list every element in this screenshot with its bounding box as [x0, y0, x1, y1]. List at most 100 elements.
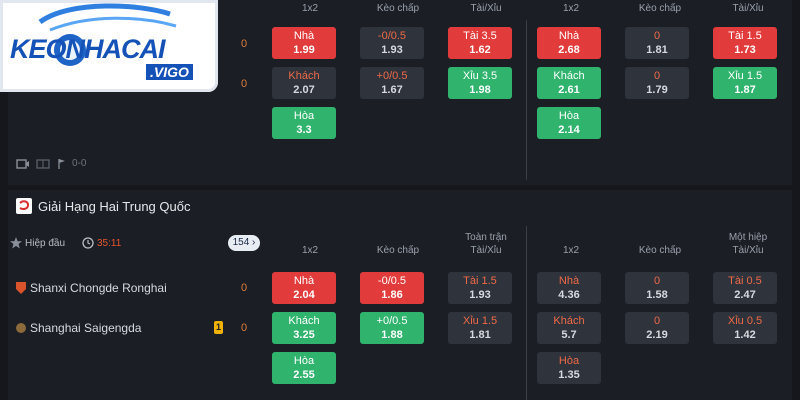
star-icon[interactable] — [10, 237, 22, 249]
league-panel: Giải Hạng Hai Trung Quốc Hiệp đầu 35:11 … — [8, 190, 792, 400]
odds-value: 1.93 — [469, 289, 491, 301]
odds-over-ht[interactable]: Tài 1.5 1.73 — [713, 27, 777, 59]
match-panel-top: 1x2 Kèo chấp Tài/Xỉu 1x2 Kèo chấp Tài/Xỉ… — [8, 0, 792, 185]
away-score: 0 — [241, 322, 248, 334]
odds-value: 2.61 — [558, 84, 580, 96]
odds-handicap-home-ht[interactable]: 0 1.81 — [625, 27, 689, 59]
odds-label: Tài 1.5 — [463, 275, 497, 287]
odds-away-ft[interactable]: Khách 2.07 — [272, 67, 336, 99]
odds-label: -0/0.5 — [377, 30, 407, 42]
odds-handicap-away-ht[interactable]: 0 1.79 — [625, 67, 689, 99]
col-header-handicap: Kèo chấp — [376, 245, 420, 256]
odds-label: Hòa — [293, 355, 315, 367]
odds-label: Khách — [288, 70, 320, 82]
logo-text: KEONHACAI — [10, 34, 166, 64]
odds-label: 0 — [653, 70, 661, 82]
home-team-name[interactable]: Shanxi Chongde Ronghai — [30, 281, 167, 295]
odds-value: 1.62 — [469, 44, 491, 56]
odds-home-ft[interactable]: Nhà 1.99 — [272, 27, 336, 59]
odds-under-ht[interactable]: Xỉu 1.5 1.87 — [713, 67, 777, 99]
odds-label: Nhà — [293, 30, 315, 42]
odds-away-ht[interactable]: Khách 5.7 — [537, 312, 601, 344]
odds-over-ht[interactable]: Tài 0.5 2.47 — [713, 272, 777, 304]
away-team-crest-icon — [16, 323, 26, 333]
odds-away-ft[interactable]: Khách 3.25 — [272, 312, 336, 344]
odds-value: 1.93 — [381, 44, 403, 56]
odds-away-ht[interactable]: Khách 2.61 — [537, 67, 601, 99]
odds-handicap-home-ht[interactable]: 0 1.58 — [625, 272, 689, 304]
odds-label: +0/0.5 — [376, 70, 408, 82]
odds-home-ht[interactable]: Nhà 4.36 — [537, 272, 601, 304]
odds-draw-ft[interactable]: Hòa 2.55 — [272, 352, 336, 384]
odds-draw-ht[interactable]: Hòa 2.14 — [537, 107, 601, 139]
odds-label: 0 — [653, 315, 661, 327]
odds-value: 1.58 — [646, 289, 668, 301]
odds-handicap-away-ft[interactable]: +0/0.5 1.67 — [360, 67, 424, 99]
odds-label: Hòa — [558, 355, 580, 367]
odds-value: 1.87 — [734, 84, 756, 96]
col-header-1x2-half: 1x2 — [562, 245, 580, 256]
odds-handicap-home-ft[interactable]: -0/0.5 1.93 — [360, 27, 424, 59]
odds-home-ht[interactable]: Nhà 2.68 — [537, 27, 601, 59]
col-header-1x2-half: 1x2 — [562, 3, 580, 14]
league-name[interactable]: Giải Hạng Hai Trung Quốc — [38, 199, 191, 214]
odds-label: Hòa — [558, 110, 580, 122]
odds-draw-ft[interactable]: Hòa 3.3 — [272, 107, 336, 139]
odds-home-ft[interactable]: Nhà 2.04 — [272, 272, 336, 304]
home-team-crest-icon — [16, 282, 26, 294]
corner-flag-icon — [58, 159, 65, 169]
odds-label: Xỉu 1.5 — [462, 315, 498, 327]
col-header-1x2: 1x2 — [301, 3, 319, 14]
more-markets-count: 154 — [232, 237, 250, 248]
logo-sub: .VIGO — [146, 64, 193, 80]
odds-value: 1.35 — [558, 369, 580, 381]
odds-handicap-home-ft[interactable]: -0/0.5 1.86 — [360, 272, 424, 304]
odds-draw-ht[interactable]: Hòa 1.35 — [537, 352, 601, 384]
odds-value: 1.86 — [381, 289, 403, 301]
odds-label: Khách — [553, 315, 585, 327]
odds-label: Khách — [288, 315, 320, 327]
col-header-handicap-half: Kèo chấp — [638, 3, 682, 14]
odds-over-ft[interactable]: Tài 3.5 1.62 — [448, 27, 512, 59]
odds-value: 2.07 — [293, 84, 315, 96]
odds-value: 1.99 — [293, 44, 315, 56]
odds-label: Tài 3.5 — [463, 30, 497, 42]
stats-icon[interactable] — [36, 158, 50, 170]
col-header-handicap-half: Kèo chấp — [638, 245, 682, 256]
odds-value: 2.14 — [558, 124, 580, 136]
odds-label: Nhà — [293, 275, 315, 287]
away-team-name[interactable]: Shanghai Saigengda — [30, 321, 142, 335]
odds-label: Xỉu 3.5 — [462, 70, 498, 82]
odds-handicap-away-ht[interactable]: 0 2.19 — [625, 312, 689, 344]
col-header-full-time: Toàn trận — [465, 232, 507, 243]
more-markets-button[interactable]: 154 › — [228, 235, 260, 251]
odds-label: 0 — [653, 275, 661, 287]
match-status: Hiệp đầu — [25, 238, 66, 249]
col-header-over-under-half: Tài/Xỉu — [732, 245, 764, 256]
site-logo[interactable]: KEONHACAI .VIGO — [0, 0, 218, 92]
odds-over-ft[interactable]: Tài 1.5 1.93 — [448, 272, 512, 304]
odds-label: Tài 1.5 — [728, 30, 762, 42]
odds-label: Khách — [553, 70, 585, 82]
odds-value: 1.81 — [646, 44, 668, 56]
col-header-over-under-half: Tài/Xỉu — [732, 3, 764, 14]
odds-under-ft[interactable]: Xỉu 3.5 1.98 — [448, 67, 512, 99]
divider — [526, 20, 527, 180]
odds-label: 0 — [653, 30, 661, 42]
corner-count: 0-0 — [72, 158, 87, 169]
odds-under-ht[interactable]: Xỉu 0.5 1.42 — [713, 312, 777, 344]
odds-label: Nhà — [558, 30, 580, 42]
video-icon[interactable] — [16, 158, 30, 170]
logo-graphic — [38, 3, 177, 66]
home-score: 0 — [241, 38, 248, 50]
odds-value: 1.67 — [381, 84, 403, 96]
odds-handicap-away-ft[interactable]: +0/0.5 1.88 — [360, 312, 424, 344]
odds-label: Xỉu 0.5 — [727, 315, 763, 327]
col-header-first-half: Một hiệp — [728, 232, 768, 243]
away-score: 0 — [241, 78, 248, 90]
col-header-over-under: Tài/Xỉu — [470, 245, 502, 256]
odds-value: 1.73 — [734, 44, 756, 56]
odds-under-ft[interactable]: Xỉu 1.5 1.81 — [448, 312, 512, 344]
odds-value: 4.36 — [558, 289, 580, 301]
odds-label: Nhà — [558, 275, 580, 287]
